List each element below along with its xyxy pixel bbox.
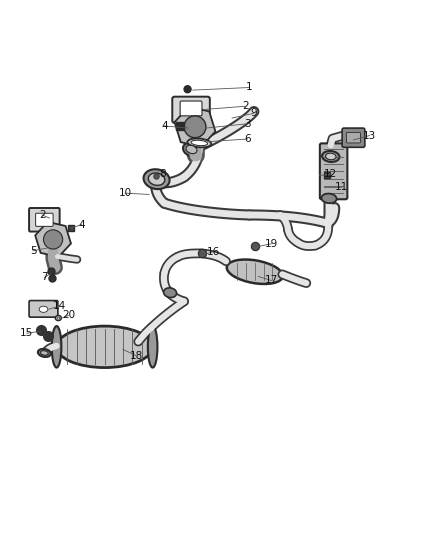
Ellipse shape (187, 139, 211, 148)
Ellipse shape (52, 326, 61, 368)
Text: 5: 5 (30, 246, 36, 256)
Text: 18: 18 (129, 351, 143, 360)
FancyBboxPatch shape (35, 213, 53, 227)
FancyBboxPatch shape (172, 96, 210, 123)
Ellipse shape (148, 326, 157, 368)
Ellipse shape (164, 288, 177, 297)
Text: 1: 1 (246, 83, 253, 93)
Ellipse shape (55, 316, 61, 321)
Text: 4: 4 (161, 121, 168, 131)
Text: 16: 16 (207, 247, 220, 257)
Ellipse shape (191, 140, 208, 146)
Text: 19: 19 (265, 239, 278, 249)
Text: 6: 6 (244, 134, 251, 144)
FancyBboxPatch shape (29, 208, 60, 231)
Text: 3: 3 (244, 119, 251, 129)
Ellipse shape (322, 151, 339, 162)
Ellipse shape (38, 349, 51, 357)
Ellipse shape (40, 351, 48, 355)
Ellipse shape (227, 260, 283, 284)
FancyBboxPatch shape (180, 101, 202, 116)
Text: 10: 10 (119, 188, 132, 198)
Circle shape (184, 116, 206, 138)
Text: 17: 17 (265, 276, 278, 286)
Ellipse shape (57, 326, 152, 368)
Text: 2: 2 (242, 101, 248, 111)
Ellipse shape (148, 173, 165, 185)
Text: 8: 8 (159, 169, 166, 179)
Text: 15: 15 (20, 328, 34, 338)
Text: 7: 7 (41, 272, 48, 282)
FancyBboxPatch shape (29, 301, 58, 317)
FancyBboxPatch shape (320, 143, 347, 199)
Text: 11: 11 (335, 182, 348, 192)
Ellipse shape (325, 153, 336, 160)
Text: 20: 20 (62, 310, 75, 320)
Text: 12: 12 (324, 169, 337, 179)
Text: 9: 9 (251, 108, 257, 118)
Circle shape (43, 230, 63, 249)
Circle shape (184, 86, 191, 93)
Ellipse shape (186, 146, 197, 154)
FancyBboxPatch shape (342, 128, 365, 147)
Ellipse shape (144, 169, 170, 189)
Ellipse shape (321, 193, 337, 203)
Text: 4: 4 (78, 220, 85, 230)
Ellipse shape (57, 317, 60, 319)
Text: 13: 13 (363, 131, 376, 141)
Text: 2: 2 (39, 210, 46, 220)
Ellipse shape (183, 143, 200, 156)
FancyBboxPatch shape (346, 133, 360, 143)
Ellipse shape (39, 306, 48, 312)
Text: 14: 14 (53, 301, 66, 311)
